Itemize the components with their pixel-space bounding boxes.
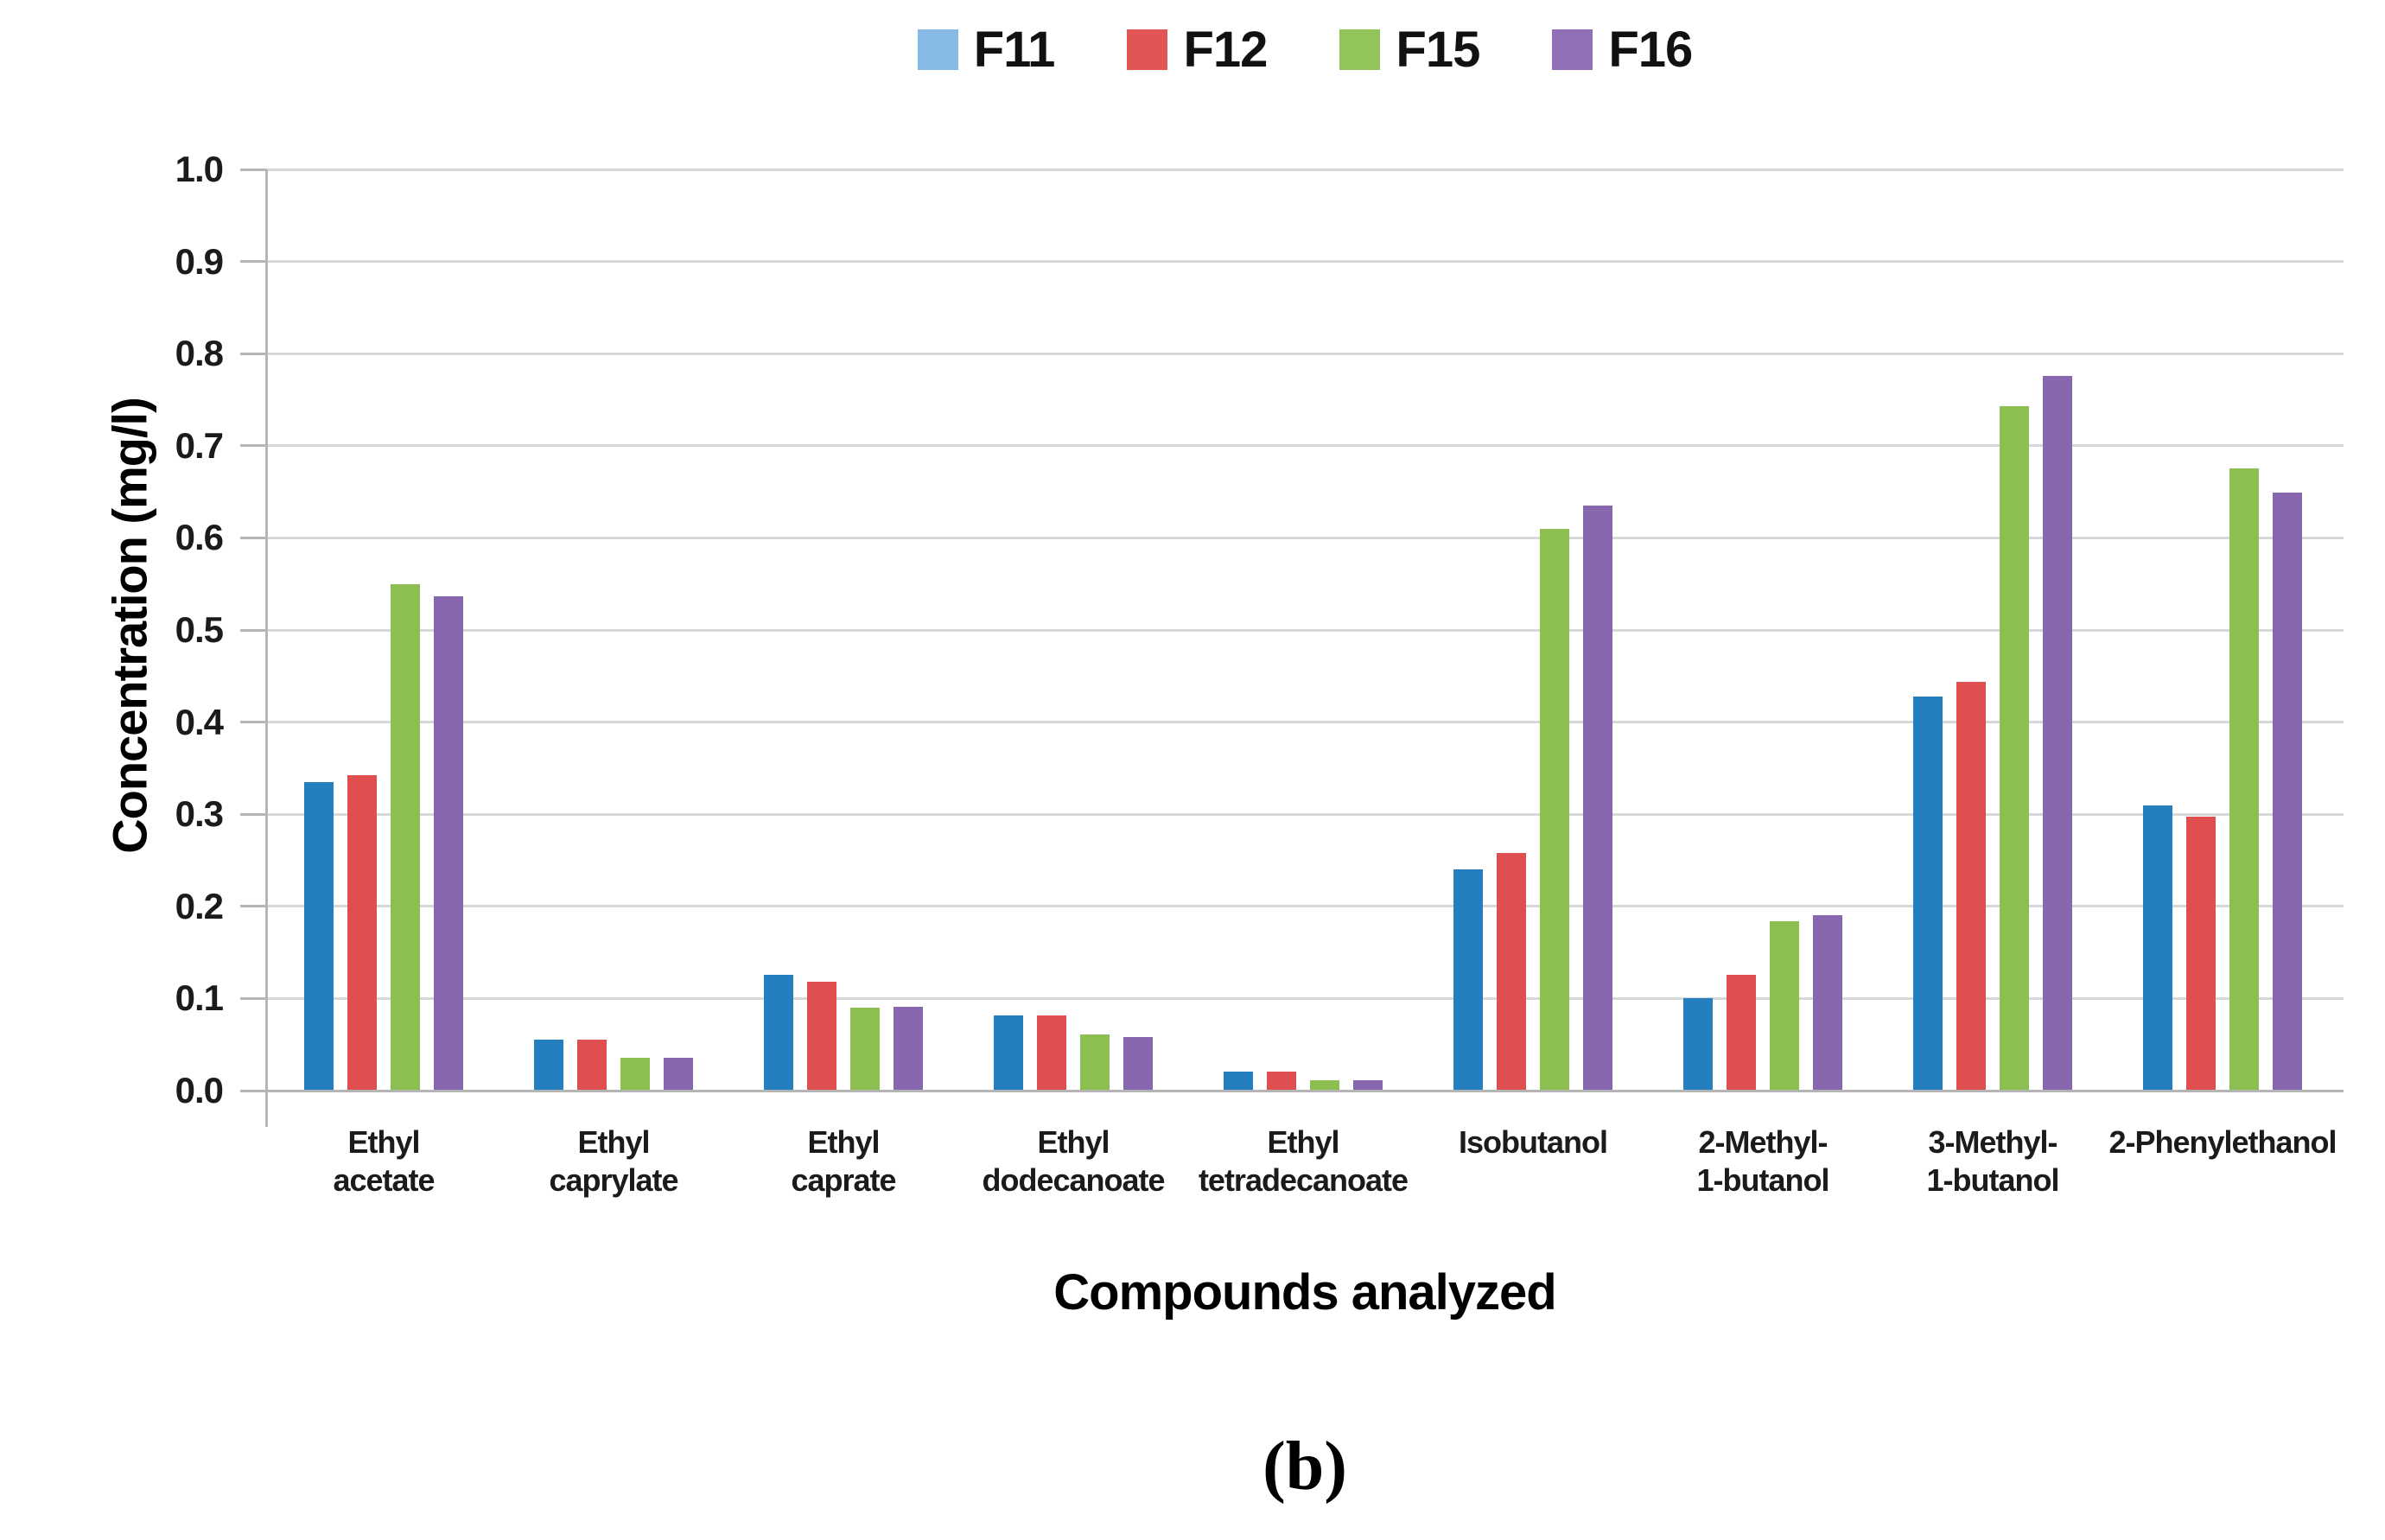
gridline <box>266 721 2344 724</box>
y-tick-label: 0.0 <box>175 1070 224 1110</box>
bar-F12-ethyl-dodecanoate <box>1037 1015 1066 1091</box>
y-axis-tick <box>240 905 266 908</box>
x-category-label-isobutanol: Isobutanol <box>1459 1124 1608 1160</box>
y-axis-tick <box>240 1089 266 1092</box>
y-tick-label: 0.7 <box>175 424 224 466</box>
legend-label-F12: F12 <box>1183 21 1268 78</box>
bar-F12-ethyl-caprate <box>807 982 836 1091</box>
bar-F16-ethyl-caprylate <box>664 1057 693 1091</box>
bar-F11-2-methyl-1-butanol <box>1683 998 1713 1091</box>
bar-F11-ethyl-caprylate <box>534 1040 563 1091</box>
y-axis-tick <box>240 352 266 355</box>
legend-item-F11: F11 <box>917 21 1056 79</box>
legend-label-F11: F11 <box>973 21 1056 78</box>
bar-F16-2-methyl-1-butanol <box>1813 915 1842 1091</box>
bar-F15-ethyl-acetate <box>391 583 420 1091</box>
x-category-label-2-methyl-1-butanol: 2-Methyl- 1-butanol <box>1696 1124 1830 1198</box>
y-axis-tick <box>240 444 266 448</box>
x-category-label-2-phenylethanol: 2-Phenylethanol <box>2108 1124 2337 1160</box>
y-tick-label: 0.6 <box>175 517 224 558</box>
x-category-label-ethyl-acetate: Ethyl acetate <box>333 1124 435 1198</box>
x-axis-line <box>266 1089 2344 1092</box>
bar-F11-3-methyl-1-butanol <box>1913 696 1943 1091</box>
bar-F11-2-phenylethanol <box>2143 805 2172 1091</box>
x-category-label-3-methyl-1-butanol: 3-Methyl- 1-butanol <box>1926 1124 2060 1198</box>
y-axis-tick <box>240 168 266 171</box>
gridline <box>266 444 2344 448</box>
y-axis-tick <box>240 996 266 1000</box>
bar-F12-3-methyl-1-butanol <box>1956 681 1986 1091</box>
legend-item-F12: F12 <box>1127 21 1268 79</box>
gridline <box>266 905 2344 908</box>
bar-F16-ethyl-caprate <box>894 1006 923 1091</box>
y-tick-label: 0.9 <box>175 240 224 282</box>
y-tick-label: 1.0 <box>175 149 224 189</box>
legend-swatch-F11 <box>917 29 958 70</box>
y-tick-label: 0.8 <box>175 333 224 374</box>
bar-F11-ethyl-dodecanoate <box>994 1015 1023 1091</box>
gridline <box>266 996 2344 1000</box>
y-tick-label: 0.2 <box>175 885 224 926</box>
legend-swatch-F15 <box>1339 29 1381 70</box>
bar-F12-ethyl-acetate <box>347 775 377 1091</box>
legend-label-F16: F16 <box>1608 21 1693 78</box>
bar-F15-ethyl-caprate <box>850 1008 880 1091</box>
x-category-label-ethyl-caprate: Ethyl caprate <box>791 1124 896 1198</box>
bar-F15-3-methyl-1-butanol <box>2000 405 2029 1091</box>
bar-F16-isobutanol <box>1583 506 1612 1091</box>
x-category-label-ethyl-caprylate: Ethyl caprylate <box>549 1124 678 1198</box>
legend-swatch-F12 <box>1127 29 1168 70</box>
bar-F12-ethyl-caprylate <box>577 1040 607 1091</box>
chart-legend: F11 F12 F15 F16 <box>266 19 2344 80</box>
legend-item-F16: F16 <box>1552 21 1693 79</box>
bar-F11-isobutanol <box>1453 869 1483 1091</box>
bar-F11-ethyl-caprate <box>764 974 793 1091</box>
bar-F15-ethyl-caprylate <box>620 1057 650 1091</box>
gridline <box>266 168 2344 171</box>
bar-F15-2-methyl-1-butanol <box>1770 920 1799 1091</box>
bar-F16-ethyl-acetate <box>434 595 463 1091</box>
x-axis-title: Compounds analyzed <box>1053 1264 1556 1320</box>
bar-F16-3-methyl-1-butanol <box>2043 375 2072 1091</box>
y-axis-title: Concentration (mg/l) <box>102 398 157 854</box>
bar-F16-ethyl-dodecanoate <box>1123 1037 1153 1091</box>
bar-F11-ethyl-acetate <box>304 781 334 1091</box>
y-tick-label: 0.3 <box>175 793 224 835</box>
legend-label-F15: F15 <box>1396 21 1480 78</box>
bar-F15-2-phenylethanol <box>2229 468 2259 1091</box>
x-category-label-ethyl-tetradecanoate: Ethyl tetradecanoate <box>1198 1124 1409 1198</box>
legend-swatch-F16 <box>1552 29 1593 70</box>
gridline <box>266 628 2344 632</box>
gridline <box>266 536 2344 539</box>
bar-F15-isobutanol <box>1540 528 1569 1091</box>
bar-F15-ethyl-tetradecanoate <box>1310 1080 1339 1091</box>
y-axis-line <box>264 169 268 1127</box>
x-category-label-ethyl-dodecanoate: Ethyl dodecanoate <box>982 1124 1165 1198</box>
gridline <box>266 352 2344 355</box>
bar-F15-ethyl-dodecanoate <box>1080 1034 1110 1091</box>
y-axis-tick <box>240 536 266 539</box>
gridline <box>266 260 2344 264</box>
y-axis-tick <box>240 721 266 724</box>
bar-F16-2-phenylethanol <box>2273 493 2302 1091</box>
y-axis-tick <box>240 628 266 632</box>
y-tick-label: 0.1 <box>175 977 224 1019</box>
y-axis-tick <box>240 260 266 264</box>
legend-item-F15: F15 <box>1339 21 1480 79</box>
bar-F12-2-phenylethanol <box>2186 817 2216 1091</box>
caption-wrap: (b) <box>266 1428 2344 1506</box>
figure-caption: (b) <box>1262 1429 1347 1505</box>
x-axis-title-wrap: Compounds analyzed <box>266 1263 2344 1321</box>
bar-F12-ethyl-tetradecanoate <box>1267 1071 1296 1091</box>
bar-F12-2-methyl-1-butanol <box>1727 974 1756 1091</box>
bar-F12-isobutanol <box>1497 852 1526 1091</box>
bar-F16-ethyl-tetradecanoate <box>1353 1080 1383 1091</box>
y-tick-label: 0.4 <box>175 701 224 742</box>
y-tick-label: 0.5 <box>175 609 224 650</box>
gridline <box>266 812 2344 816</box>
y-axis-tick <box>240 812 266 816</box>
bar-F11-ethyl-tetradecanoate <box>1224 1071 1253 1091</box>
